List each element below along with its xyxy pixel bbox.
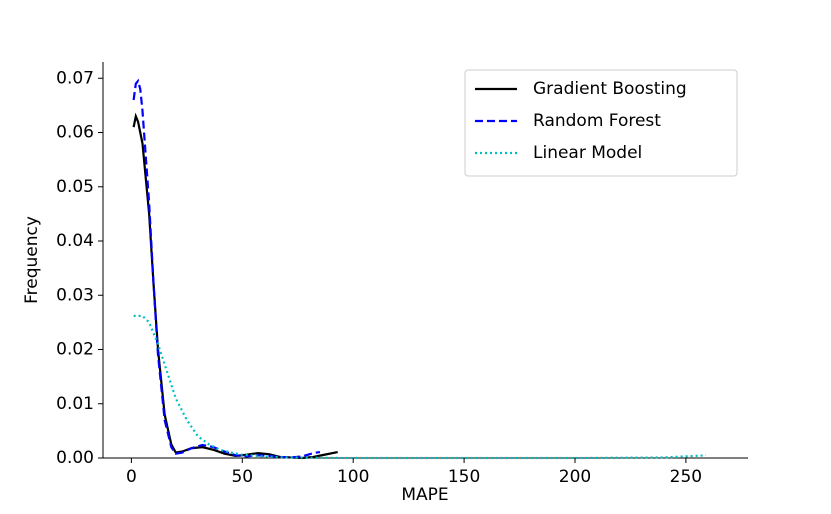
line-series — [132, 78, 321, 459]
y-tick-label: 0.02 — [56, 340, 94, 360]
legend-box — [464, 69, 738, 177]
y-tick-label: 0.00 — [56, 448, 94, 468]
x-tick-label: 0 — [126, 467, 137, 487]
y-tick-label: 0.07 — [56, 68, 94, 88]
line-series — [133, 314, 706, 460]
x-tick-label: 50 — [231, 467, 253, 487]
line-series — [132, 112, 338, 460]
y-tick-label: 0.05 — [56, 177, 94, 197]
legend-label: Gradient Boosting — [533, 79, 687, 99]
legend-label: Random Forest — [533, 111, 661, 131]
y-tick-label: 0.04 — [56, 231, 94, 251]
y-tick-label: 0.03 — [56, 285, 94, 305]
y-tick-label: 0.01 — [56, 394, 94, 414]
x-tick-label: 150 — [448, 467, 480, 487]
y-axis-label: Frequency — [22, 216, 42, 304]
x-tick-label: 250 — [670, 467, 702, 487]
legend-label: Linear Model — [533, 143, 642, 163]
x-tick-label: 100 — [337, 467, 369, 487]
x-axis-label: MAPE — [401, 485, 448, 505]
x-tick-label: 200 — [559, 467, 591, 487]
y-tick-label: 0.06 — [56, 123, 94, 143]
